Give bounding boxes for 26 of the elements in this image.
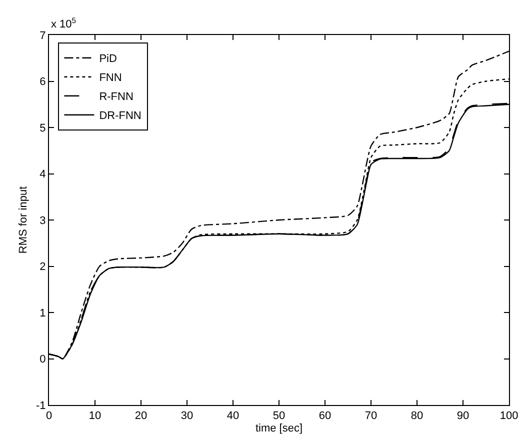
x-tick-label: 100 xyxy=(500,410,518,422)
legend-label: PiD xyxy=(99,53,117,66)
x-axis-title: time [sec] xyxy=(255,422,303,434)
x-tick-label: 40 xyxy=(226,410,240,422)
y-tick-label: 2 xyxy=(40,261,46,274)
x-tick-label: 50 xyxy=(272,410,286,422)
x-tick-label: 10 xyxy=(88,410,102,422)
legend-label: FNN xyxy=(99,72,122,84)
y-tick-label: 0 xyxy=(40,354,46,366)
x-tick-label: 30 xyxy=(180,410,194,422)
y-tick-label: 4 xyxy=(40,168,46,181)
x-tick-label: 80 xyxy=(410,410,424,422)
legend-label: R-FNN xyxy=(99,91,134,104)
text: x 10$^{5}$ xyxy=(51,16,76,31)
y-tick-label: 5 xyxy=(40,122,46,134)
legend-label: DR-FNN xyxy=(99,110,142,122)
y-tick-label: 7 xyxy=(40,30,46,42)
x-tick-label: 20 xyxy=(134,410,148,422)
y-tick-label: 1 xyxy=(40,307,46,320)
x-tick-label: 90 xyxy=(456,410,470,422)
y-tick-label: -1 xyxy=(36,400,46,412)
y-axis-title: RMS for input xyxy=(18,186,30,254)
y-tick-label: 6 xyxy=(40,76,46,88)
x-tick-label: 60 xyxy=(318,410,332,422)
y-tick-label: 3 xyxy=(40,214,46,227)
x-tick-label: 70 xyxy=(364,410,378,422)
